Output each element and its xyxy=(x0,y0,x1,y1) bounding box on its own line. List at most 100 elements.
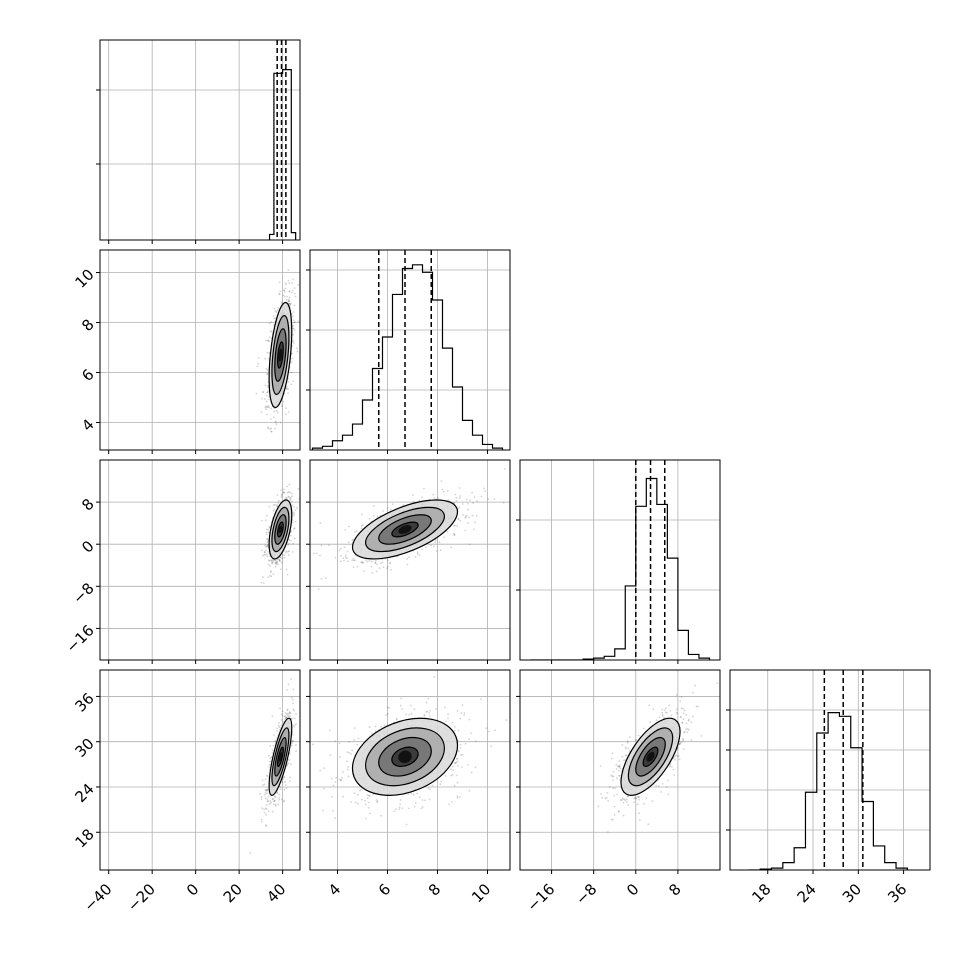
scatter-point xyxy=(259,792,261,795)
scatter-point xyxy=(374,561,377,564)
scatter-point xyxy=(620,799,623,802)
scatter-point xyxy=(406,563,409,566)
scatter-point xyxy=(285,407,287,410)
scatter-point xyxy=(283,491,286,494)
scatter-point xyxy=(366,797,369,800)
scatter-point xyxy=(275,561,278,564)
pair-panel-0-1 xyxy=(255,250,300,479)
scatter-point xyxy=(288,296,291,299)
scatter-point xyxy=(272,560,275,562)
scatter-point xyxy=(464,742,467,745)
scatter-point xyxy=(334,780,337,783)
scatter-point xyxy=(283,554,286,557)
scatter-point xyxy=(296,350,299,353)
scatter-point xyxy=(292,278,295,281)
scatter-point xyxy=(474,521,476,524)
scatter-point xyxy=(286,689,288,691)
scatter-point xyxy=(343,546,346,549)
scatter-point xyxy=(273,508,276,511)
scatter-point xyxy=(278,798,281,801)
scatter-point xyxy=(637,796,640,799)
scatter-point xyxy=(291,599,293,601)
scatter-point xyxy=(456,764,459,767)
scatter-point xyxy=(624,747,627,750)
scatter-point xyxy=(293,506,295,508)
scatter-point xyxy=(288,290,291,293)
scatter-point xyxy=(474,740,477,743)
scatter-point xyxy=(370,560,373,563)
scatter-point xyxy=(466,502,469,505)
scatter-point xyxy=(278,293,281,295)
scatter-point xyxy=(647,823,650,826)
scatter-point xyxy=(455,496,458,499)
scatter-point xyxy=(456,774,458,777)
scatter-point xyxy=(285,385,288,388)
scatter-point xyxy=(264,519,267,522)
scatter-point xyxy=(291,327,294,330)
scatter-point xyxy=(457,517,459,520)
scatter-point xyxy=(288,780,291,783)
scatter-point xyxy=(421,548,423,551)
scatter-point xyxy=(288,290,291,292)
scatter-point xyxy=(364,803,367,806)
scatter-point xyxy=(285,497,288,500)
scatter-point xyxy=(346,550,349,553)
scatter-point xyxy=(285,713,288,716)
scatter-point xyxy=(675,711,678,714)
scatter-point xyxy=(334,817,337,820)
scatter-point xyxy=(265,789,267,792)
scatter-point xyxy=(464,529,467,532)
scatter-point xyxy=(315,552,318,555)
scatter-point xyxy=(306,496,308,498)
scatter-point xyxy=(339,555,342,557)
scatter-point xyxy=(276,494,279,496)
scatter-point xyxy=(453,784,456,787)
scatter-point xyxy=(637,796,640,798)
scatter-point xyxy=(342,771,344,773)
scatter-point xyxy=(269,745,272,747)
scatter-point xyxy=(375,570,378,573)
scatter-point xyxy=(617,810,620,812)
scatter-point xyxy=(280,496,283,499)
scatter-point xyxy=(276,561,279,563)
scatter-point xyxy=(444,775,447,777)
scatter-point xyxy=(290,291,293,294)
scatter-point xyxy=(475,514,478,517)
scatter-point xyxy=(633,797,636,800)
scatter-point xyxy=(294,321,296,324)
scatter-point xyxy=(435,539,437,542)
scatter-point xyxy=(292,333,294,336)
scatter-point xyxy=(276,563,279,566)
scatter-point xyxy=(624,746,627,748)
scatter-point xyxy=(264,553,267,556)
scatter-point xyxy=(294,509,297,511)
scatter-point xyxy=(264,797,267,800)
scatter-point xyxy=(265,774,268,777)
scatter-point xyxy=(661,715,664,717)
scatter-point xyxy=(290,678,293,680)
scatter-point xyxy=(284,283,287,286)
scatter-point xyxy=(292,342,295,344)
scatter-point xyxy=(357,802,359,805)
scatter-point xyxy=(265,807,268,810)
scatter-point xyxy=(661,713,664,716)
scatter-point xyxy=(643,727,645,730)
scatter-point xyxy=(288,302,290,305)
scatter-point xyxy=(423,713,426,716)
scatter-point xyxy=(260,397,263,400)
scatter-point xyxy=(286,573,289,576)
scatter-point xyxy=(270,477,272,479)
scatter-point xyxy=(266,788,268,791)
scatter-point xyxy=(263,544,266,547)
scatter-point xyxy=(670,714,673,717)
scatter-point xyxy=(280,302,283,305)
scatter-point xyxy=(357,737,360,740)
scatter-point xyxy=(622,814,625,817)
scatter-point xyxy=(410,792,413,795)
scatter-point xyxy=(383,724,386,727)
scatter-point xyxy=(289,712,292,715)
scatter-point xyxy=(466,521,469,524)
scatter-point xyxy=(456,781,459,784)
scatter-point xyxy=(367,806,370,809)
scatter-point xyxy=(360,527,363,530)
